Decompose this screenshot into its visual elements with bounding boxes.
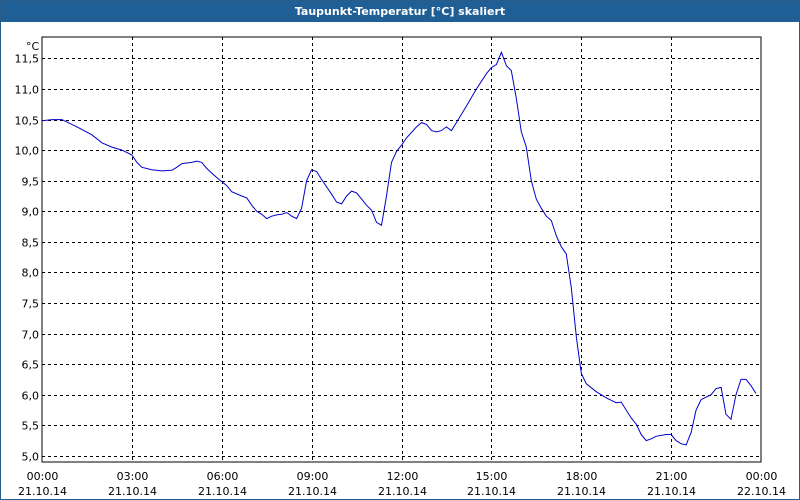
y-tick-label: 10,5: [15, 115, 40, 128]
x-tick-time: 18:00: [566, 470, 598, 483]
plot-area: [42, 37, 761, 462]
x-tick-date: 21.10.14: [647, 485, 696, 498]
x-tick-time: 00:00: [27, 470, 59, 483]
x-tick-date: 21.10.14: [557, 485, 606, 498]
x-tick-date: 21.10.14: [108, 485, 157, 498]
x-tick-date: 21.10.14: [378, 485, 427, 498]
x-tick-time: 21:00: [656, 470, 688, 483]
x-tick-time: 15:00: [476, 470, 508, 483]
x-tick-time: 12:00: [387, 470, 419, 483]
y-tick-label: 7,0: [22, 329, 40, 342]
x-tick-date: 22.10.14: [737, 485, 786, 498]
y-tick-label: 11,5: [15, 53, 40, 66]
x-tick-time: 00:00: [746, 470, 778, 483]
y-tick-label: 9,5: [22, 176, 40, 189]
y-tick-label: 6,0: [22, 390, 40, 403]
window-title: Taupunkt-Temperatur [°C] skaliert: [1, 1, 799, 22]
x-tick-date: 21.10.14: [18, 485, 67, 498]
x-tick-date: 21.10.14: [198, 485, 247, 498]
y-tick-label: 9,0: [22, 206, 40, 219]
y-tick-label: 8,0: [22, 267, 40, 280]
x-tick-date: 21.10.14: [467, 485, 516, 498]
plot-frame: [41, 36, 762, 463]
x-tick-time: 06:00: [207, 470, 239, 483]
series-line: [41, 50, 757, 446]
y-tick-label: 8,5: [22, 237, 40, 250]
y-tick-label: 11,0: [15, 84, 40, 97]
y-tick-label: 6,5: [22, 359, 40, 372]
y-tick-labels: 5,0 5,5 6,0 6,5 7,0 7,5 8,0 8,5 9,0 9,5 10,0 10,5 11…: [15, 53, 40, 464]
x-tick-time: 09:00: [297, 470, 329, 483]
grid-lines: [42, 37, 761, 462]
x-tick-time: 03:00: [117, 470, 149, 483]
x-tick-date: 21.10.14: [288, 485, 337, 498]
y-tick-label: 7,5: [22, 298, 40, 311]
y-tick-label: 5,0: [22, 451, 40, 464]
y-tick-label: 5,5: [22, 420, 40, 433]
y-tick-label: 10,0: [15, 145, 40, 158]
y-axis-unit: °C: [26, 40, 40, 53]
x-tick-labels: 00:00 21.10.14 03:00 21.10.14 06:00 21.10.14 0…: [18, 470, 786, 498]
